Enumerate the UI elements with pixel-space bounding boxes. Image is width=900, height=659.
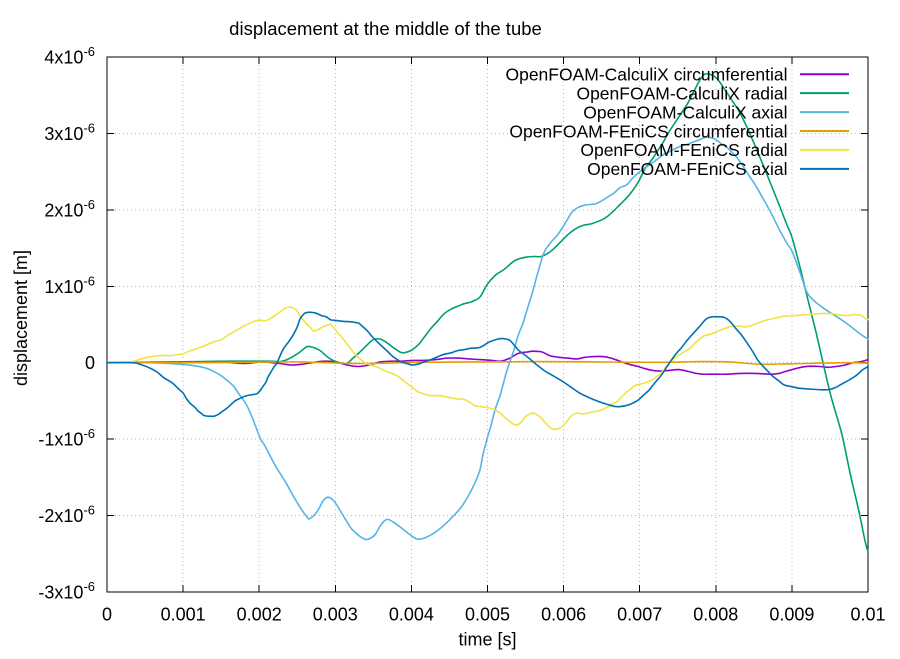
svg-text:0.001: 0.001 (161, 605, 206, 625)
svg-text:time [s]: time [s] (458, 630, 516, 650)
svg-text:-2x10-6: -2x10-6 (38, 503, 95, 527)
svg-text:0: 0 (102, 605, 112, 625)
svg-text:0.007: 0.007 (617, 605, 662, 625)
svg-text:displacement at the middle of: displacement at the middle of the tube (229, 18, 542, 39)
svg-text:0.01: 0.01 (850, 605, 885, 625)
svg-text:OpenFOAM-FEniCS circumferentia: OpenFOAM-FEniCS circumferential (509, 121, 787, 141)
svg-text:2x10-6: 2x10-6 (44, 197, 95, 221)
svg-text:4x10-6: 4x10-6 (44, 44, 95, 68)
svg-text:1x10-6: 1x10-6 (44, 273, 95, 297)
svg-text:0.008: 0.008 (693, 605, 738, 625)
svg-text:0.009: 0.009 (769, 605, 814, 625)
svg-text:-1x10-6: -1x10-6 (38, 426, 95, 450)
svg-text:OpenFOAM-FEniCS radial: OpenFOAM-FEniCS radial (580, 140, 787, 160)
svg-text:0.002: 0.002 (237, 605, 282, 625)
svg-text:OpenFOAM-FEniCS axial: OpenFOAM-FEniCS axial (587, 159, 787, 179)
svg-text:0: 0 (85, 353, 95, 373)
svg-text:0.003: 0.003 (313, 605, 358, 625)
svg-text:-3x10-6: -3x10-6 (38, 579, 95, 603)
svg-text:0.005: 0.005 (465, 605, 510, 625)
svg-text:OpenFOAM-CalculiX radial: OpenFOAM-CalculiX radial (576, 83, 787, 103)
svg-text:0.006: 0.006 (541, 605, 586, 625)
svg-text:displacement [m]: displacement [m] (11, 250, 31, 386)
svg-text:0.004: 0.004 (389, 605, 434, 625)
svg-text:OpenFOAM-CalculiX axial: OpenFOAM-CalculiX axial (583, 102, 787, 122)
svg-text:OpenFOAM-CalculiX circumferent: OpenFOAM-CalculiX circumferential (505, 65, 787, 85)
svg-text:3x10-6: 3x10-6 (44, 120, 95, 144)
